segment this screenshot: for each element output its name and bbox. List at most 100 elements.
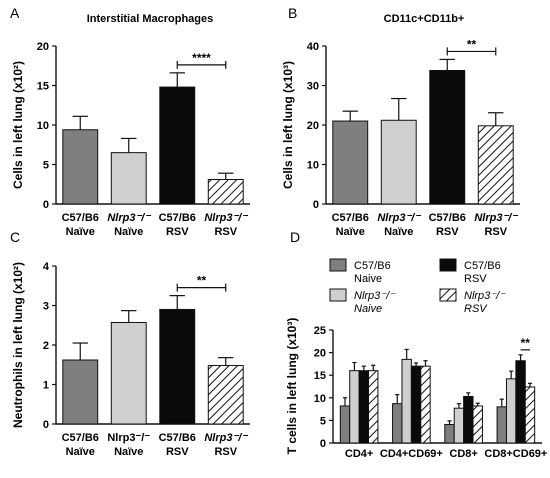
legend-label: Nlrp3⁻/⁻ xyxy=(354,290,396,302)
x-tick-label: RSV xyxy=(214,446,237,458)
legend-label: C57/B6 xyxy=(354,260,391,272)
y-tick-label: 2 xyxy=(43,340,49,352)
bar xyxy=(332,120,369,205)
bar xyxy=(496,406,507,444)
x-tick-label: Nlrp3⁻/⁻ xyxy=(204,432,248,444)
legend-label: Naive xyxy=(354,273,382,285)
y-tick-label: 0 xyxy=(313,199,319,211)
bar xyxy=(401,358,412,444)
x-tick-label: Nlrp3⁻/⁻ xyxy=(204,212,248,224)
y-tick-label: 10 xyxy=(314,393,326,405)
x-tick-label: Nlrp3⁻/⁻ xyxy=(377,212,421,224)
bar xyxy=(62,359,99,425)
panel-a: A Interstitial Macrophages Cells in left l… xyxy=(10,5,250,238)
y-tick-label: 5 xyxy=(320,415,326,427)
x-tick-label: C57/B6 xyxy=(62,212,99,224)
x-tick-label: C57/B6 xyxy=(159,432,196,444)
x-tick-label: Naïve xyxy=(66,226,95,238)
bar xyxy=(463,395,474,444)
x-tick-label: Naïve xyxy=(384,226,413,238)
bar xyxy=(515,360,526,444)
bar xyxy=(339,405,351,444)
y-tick-label: 20 xyxy=(37,41,49,53)
x-tick-label: C57/B6 xyxy=(332,212,369,224)
bar xyxy=(358,370,370,444)
y-tick-label: 40 xyxy=(307,41,319,53)
panel-letter: B xyxy=(288,5,297,21)
bar xyxy=(62,129,99,205)
bar xyxy=(159,308,196,425)
legend-label: Naive xyxy=(354,303,382,315)
bar xyxy=(110,152,147,205)
x-tick-label: CD8+ xyxy=(449,448,477,460)
significance-label: ** xyxy=(197,274,207,288)
legend-swatch xyxy=(439,288,457,302)
legend-swatch xyxy=(329,288,347,302)
bar xyxy=(429,69,466,205)
x-tick-label: RSV xyxy=(484,226,507,238)
y-tick-label: 10 xyxy=(307,160,319,172)
bar xyxy=(392,403,403,444)
x-tick-label: CD8+CD69+ xyxy=(484,448,547,460)
bar xyxy=(380,119,417,205)
panel-b: B CD11c+CD11b+ Cells in left lung (x10³) 0 1… xyxy=(281,5,520,238)
panel-d: D T cells in left lung (x10³) 0 5 10 15 20 25 CD… xyxy=(285,229,547,460)
x-tick-label: RSV xyxy=(214,226,237,238)
y-tick-label: 0 xyxy=(320,438,326,450)
bar xyxy=(453,407,465,444)
panel-c: C Neutrophils in left lung (x10²) 0 1 2 3 4 C57… xyxy=(10,229,250,458)
legend-label: RSV xyxy=(464,273,487,285)
panel-letter: D xyxy=(290,229,300,245)
bar xyxy=(159,86,196,205)
y-tick-label: 10 xyxy=(37,120,49,132)
x-tick-label: CD4+CD69+ xyxy=(380,448,443,460)
bar xyxy=(472,405,483,444)
legend-swatch xyxy=(329,258,347,272)
bar xyxy=(207,365,244,425)
chart-title: CD11c+CD11b+ xyxy=(384,13,465,25)
x-tick-label: Naïve xyxy=(114,226,143,238)
bar xyxy=(524,386,536,444)
y-tick-label: 15 xyxy=(314,370,326,382)
legend-label: RSV xyxy=(464,303,488,315)
x-tick-label: C57/B6 xyxy=(429,212,466,224)
x-tick-label: Naïve xyxy=(114,446,143,458)
y-tick-label: 1 xyxy=(43,380,49,392)
y-tick-label: 20 xyxy=(307,120,319,132)
significance-label: ** xyxy=(521,336,531,350)
legend-label: Nlrp3⁻/⁻ xyxy=(464,290,506,302)
x-tick-label: C57/B6 xyxy=(62,432,99,444)
y-tick-label: 20 xyxy=(314,348,326,360)
legend: C57/B6NaiveC57/B6RSVNlrp3⁻/⁻NaiveNlrp3⁻/… xyxy=(329,258,506,315)
panel-letter: A xyxy=(10,5,20,21)
legend-swatch xyxy=(439,258,457,272)
bar xyxy=(349,370,360,444)
x-tick-label: RSV xyxy=(436,226,459,238)
bar xyxy=(410,365,422,444)
x-tick-label: Naïve xyxy=(336,226,365,238)
bar xyxy=(420,365,431,444)
bar xyxy=(207,179,244,205)
legend-label: C57/B6 xyxy=(464,260,501,272)
bar xyxy=(444,423,455,444)
x-tick-label: C57/B6 xyxy=(159,212,196,224)
bar xyxy=(505,378,517,444)
y-tick-label: 5 xyxy=(43,160,49,172)
x-tick-label: RSV xyxy=(166,226,189,238)
y-axis-label: Cells in left lung (x10²) xyxy=(11,61,25,189)
x-tick-label: Naïve xyxy=(66,446,95,458)
y-tick-label: 4 xyxy=(43,261,50,273)
y-axis-label: Cells in left lung (x10³) xyxy=(281,61,295,189)
x-tick-label: CD4+ xyxy=(345,448,373,460)
significance-label: ** xyxy=(467,37,477,51)
y-tick-label: 0 xyxy=(43,199,49,211)
y-tick-label: 30 xyxy=(307,81,319,93)
y-tick-label: 25 xyxy=(314,325,326,337)
bar xyxy=(368,370,379,444)
y-tick-label: 0 xyxy=(43,419,49,431)
y-tick-label: 3 xyxy=(43,301,49,313)
bar xyxy=(110,321,147,425)
bar xyxy=(477,125,514,205)
y-tick-label: 15 xyxy=(37,81,49,93)
